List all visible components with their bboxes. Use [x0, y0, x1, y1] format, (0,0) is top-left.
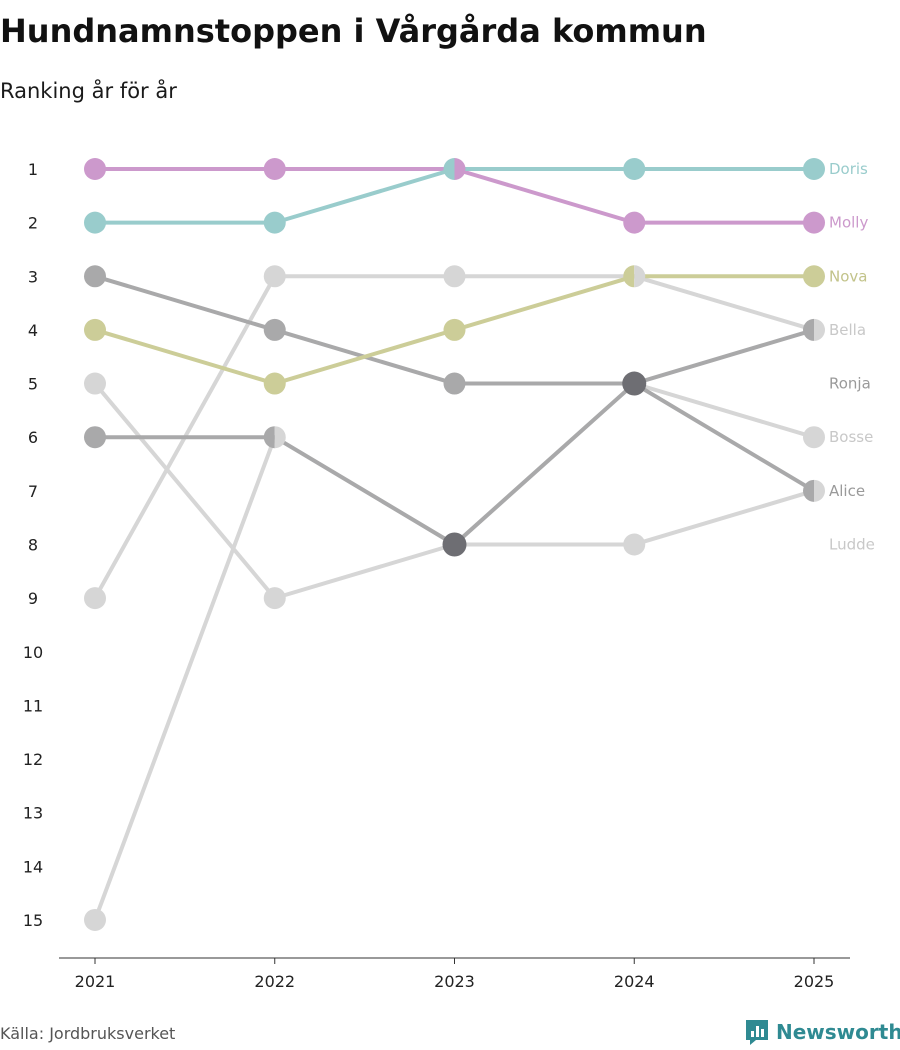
y-tick-label: 11	[23, 696, 43, 715]
y-tick-label: 8	[28, 535, 38, 554]
y-tick-label: 13	[23, 804, 43, 823]
data-point-ronja-half	[803, 318, 814, 341]
data-point-bella	[84, 372, 106, 395]
y-tick-label: 14	[23, 857, 43, 876]
data-point-doris	[263, 211, 286, 234]
y-tick-label: 15	[23, 911, 43, 930]
y-tick-label: 1	[28, 160, 38, 179]
source-note: Källa: Jordbruksverket	[0, 1024, 176, 1043]
data-point-nova	[803, 265, 825, 288]
x-tick-label: 2024	[614, 972, 655, 991]
newsworthy-logo-text: Newsworthy	[776, 1020, 900, 1044]
data-point-alice-half	[803, 479, 814, 502]
x-tick-label: 2022	[254, 972, 295, 991]
data-point-highlight	[442, 532, 467, 557]
y-tick-label: 4	[28, 321, 38, 340]
data-point-ludde	[84, 587, 106, 610]
data-point-doris-half	[443, 158, 455, 180]
data-point-alice	[443, 372, 466, 395]
data-point-nova	[443, 318, 466, 341]
series-label-nova: Nova	[829, 267, 867, 285]
data-point-molly	[623, 211, 646, 234]
series-label-bella: Bella	[829, 321, 866, 339]
y-tick-label: 5	[28, 375, 38, 394]
data-point-ronja-half	[263, 426, 275, 449]
y-tick-label: 10	[23, 643, 43, 662]
data-point-bella	[803, 426, 825, 449]
bump-chart: 2021 2022 2023 2024 202512345678910111213141…	[23, 158, 875, 991]
series-label-ronja: Ronja	[829, 375, 871, 393]
data-point-bosse-half	[814, 479, 825, 502]
y-tick-label: 7	[28, 482, 38, 501]
data-point-molly	[263, 158, 286, 180]
data-point-molly-half	[454, 158, 466, 180]
series-label-ludde: Ludde	[829, 535, 875, 553]
x-tick-label: 2021	[75, 972, 116, 991]
data-point-ludde-half	[634, 265, 646, 288]
data-point-alice	[84, 265, 106, 288]
data-point-nova	[84, 318, 106, 341]
data-point-bosse	[84, 908, 106, 931]
series-label-doris: Doris	[829, 160, 868, 178]
data-point-bosse	[623, 533, 646, 556]
data-point-ronja	[84, 426, 106, 449]
y-tick-label: 12	[23, 750, 43, 769]
data-point-highlight	[622, 371, 647, 396]
data-point-nova	[263, 372, 286, 395]
series-label-bosse: Bosse	[829, 428, 873, 446]
data-point-ludde	[263, 265, 286, 288]
newsworthy-logo-icon	[746, 1020, 768, 1045]
data-point-doris	[803, 158, 825, 180]
series-line-bella	[93, 381, 816, 601]
data-point-ludde	[443, 265, 466, 288]
series-label-alice: Alice	[829, 482, 865, 500]
y-tick-label: 3	[28, 267, 38, 286]
y-tick-label: 2	[28, 214, 38, 233]
data-point-nova-half	[623, 265, 635, 288]
data-point-doris	[623, 158, 646, 180]
series-label-molly: Molly	[829, 214, 868, 232]
y-tick-label: 6	[28, 428, 38, 447]
data-point-alice	[263, 318, 286, 341]
data-point-doris	[84, 211, 106, 234]
data-point-ludde-half	[814, 318, 825, 341]
x-tick-label: 2025	[794, 972, 835, 991]
chart-title: Hundnamnstoppen i Vårgårda kommun	[0, 12, 707, 50]
data-point-molly	[84, 158, 106, 180]
y-tick-label: 9	[28, 589, 38, 608]
data-point-molly	[803, 211, 825, 234]
data-point-bella	[263, 587, 286, 610]
newsworthy-logo: Newsworthy	[744, 1018, 900, 1046]
chart-subtitle: Ranking år för år	[0, 79, 177, 103]
data-point-bosse-half	[274, 426, 286, 449]
x-tick-label: 2023	[434, 972, 475, 991]
